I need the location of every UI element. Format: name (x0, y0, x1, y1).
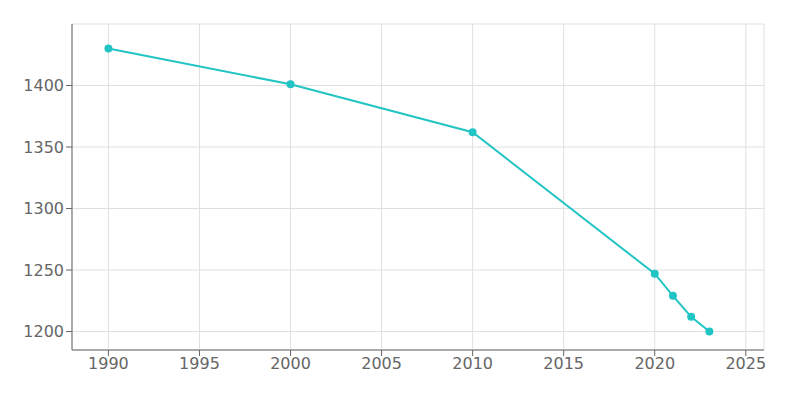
svg-text:2005: 2005 (361, 354, 402, 373)
svg-text:2010: 2010 (452, 354, 493, 373)
svg-text:1200: 1200 (23, 322, 64, 341)
svg-text:1990: 1990 (88, 354, 129, 373)
svg-text:2000: 2000 (270, 354, 311, 373)
svg-text:1400: 1400 (23, 76, 64, 95)
svg-text:2025: 2025 (725, 354, 766, 373)
svg-text:2015: 2015 (543, 354, 584, 373)
svg-text:1250: 1250 (23, 261, 64, 280)
svg-text:1300: 1300 (23, 199, 64, 218)
svg-text:1995: 1995 (179, 354, 220, 373)
svg-text:1350: 1350 (23, 138, 64, 157)
svg-text:2020: 2020 (634, 354, 675, 373)
